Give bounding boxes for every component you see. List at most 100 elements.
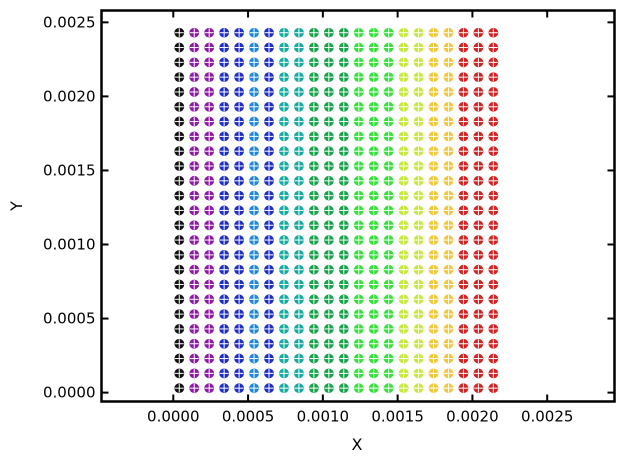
y-tick-label: 0.0015	[43, 161, 96, 179]
scatter-point	[249, 205, 259, 216]
scatter-point	[249, 87, 259, 97]
scatter-point	[413, 116, 424, 127]
scatter-point	[204, 368, 215, 379]
scatter-point	[353, 338, 364, 349]
scatter-point	[458, 146, 469, 157]
scatter-point	[443, 146, 454, 157]
scatter-point	[264, 87, 274, 97]
scatter-point	[473, 279, 484, 290]
scatter-point	[428, 116, 439, 127]
scatter-point	[204, 220, 215, 231]
scatter-point	[383, 309, 394, 320]
scatter-point	[353, 57, 364, 68]
scatter-point	[413, 220, 424, 231]
scatter-point	[398, 368, 409, 379]
scatter-point	[189, 57, 200, 68]
scatter-point	[413, 161, 424, 171]
scatter-point	[413, 131, 424, 142]
scatter-point	[294, 205, 304, 216]
scatter-point	[279, 249, 289, 260]
scatter-point	[174, 324, 185, 334]
scatter-point	[189, 87, 200, 97]
scatter-point	[234, 220, 245, 231]
scatter-point	[473, 294, 484, 305]
scatter-point	[189, 42, 200, 53]
scatter-point	[174, 220, 185, 231]
scatter-point	[279, 87, 289, 97]
scatter-point	[488, 368, 499, 379]
scatter-point	[174, 146, 185, 157]
scatter-point	[398, 309, 409, 320]
scatter-point	[249, 161, 259, 171]
scatter-point	[174, 338, 185, 349]
scatter-point	[234, 249, 245, 260]
scatter-point	[219, 264, 230, 275]
scatter-point	[368, 131, 379, 142]
scatter-point	[428, 279, 439, 290]
scatter-point	[398, 42, 409, 53]
scatter-point	[443, 131, 454, 142]
scatter-point	[219, 353, 230, 364]
scatter-point	[443, 368, 454, 379]
scatter-point	[338, 264, 349, 275]
scatter-point	[249, 101, 259, 112]
scatter-point	[279, 235, 289, 245]
scatter-point	[443, 101, 454, 112]
scatter-point	[458, 279, 469, 290]
scatter-point	[264, 353, 274, 364]
scatter-point	[488, 205, 499, 216]
scatter-point	[488, 190, 499, 201]
scatter-point	[488, 27, 499, 38]
scatter-point	[458, 353, 469, 364]
scatter-point	[249, 324, 259, 334]
scatter-point	[189, 368, 200, 379]
scatter-point	[174, 42, 185, 53]
scatter-point	[294, 338, 304, 349]
scatter-point	[219, 220, 230, 231]
scatter-point	[264, 235, 274, 245]
scatter-point	[308, 116, 319, 127]
scatter-point	[368, 175, 379, 186]
scatter-point	[353, 324, 364, 334]
scatter-point	[234, 161, 245, 171]
scatter-point	[428, 353, 439, 364]
scatter-point	[443, 57, 454, 68]
scatter-point	[308, 72, 319, 83]
scatter-point	[279, 205, 289, 216]
scatter-point	[413, 101, 424, 112]
scatter-point	[308, 264, 319, 275]
scatter-point	[458, 264, 469, 275]
scatter-point	[383, 57, 394, 68]
scatter-point	[279, 309, 289, 320]
scatter-point	[383, 279, 394, 290]
scatter-point	[279, 264, 289, 275]
scatter-point	[249, 220, 259, 231]
scatter-point	[249, 338, 259, 349]
scatter-point	[398, 146, 409, 157]
scatter-point	[413, 205, 424, 216]
scatter-point	[413, 383, 424, 394]
scatter-point	[234, 42, 245, 53]
scatter-point	[204, 101, 215, 112]
y-tick-label: 0.0020	[43, 87, 96, 105]
scatter-point	[353, 101, 364, 112]
scatter-point	[353, 116, 364, 127]
scatter-point	[368, 27, 379, 38]
scatter-point	[353, 87, 364, 97]
scatter-point	[234, 353, 245, 364]
scatter-point	[249, 264, 259, 275]
scatter-point	[413, 72, 424, 83]
scatter-point	[279, 57, 289, 68]
scatter-point	[488, 116, 499, 127]
scatter-point	[353, 161, 364, 171]
scatter-point	[383, 72, 394, 83]
scatter-point	[443, 27, 454, 38]
scatter-point	[383, 42, 394, 53]
scatter-point	[413, 294, 424, 305]
scatter-point	[488, 42, 499, 53]
scatter-point	[488, 57, 499, 68]
scatter-point	[234, 235, 245, 245]
scatter-point	[189, 309, 200, 320]
scatter-point	[234, 27, 245, 38]
scatter-point	[338, 353, 349, 364]
